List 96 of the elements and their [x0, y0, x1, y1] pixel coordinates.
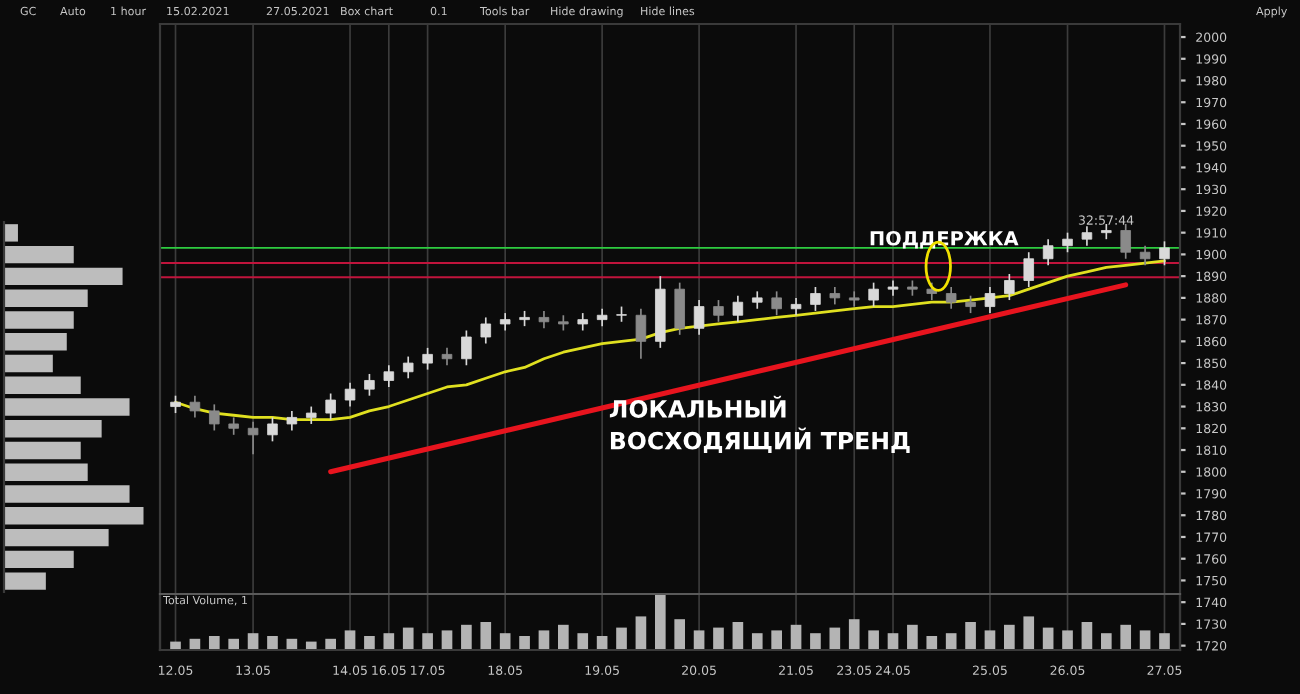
candlestick: [247, 420, 259, 456]
candlestick: [402, 355, 414, 380]
bar: [810, 633, 821, 650]
candlestick: [713, 299, 724, 323]
bar: [4, 463, 88, 481]
bar: [1081, 622, 1093, 650]
bar: [1139, 630, 1151, 650]
bar: [4, 289, 88, 307]
bar: [4, 572, 46, 590]
bar: [577, 633, 589, 650]
bar: [674, 619, 686, 650]
candlestick: [209, 403, 220, 432]
bar: [984, 630, 996, 650]
bar: [868, 630, 879, 650]
bar: [4, 485, 130, 503]
bar: [4, 311, 74, 329]
bar: [208, 636, 220, 650]
candlestick: [480, 316, 492, 345]
candlestick: [810, 286, 821, 312]
bar: [848, 619, 860, 650]
bar: [4, 354, 53, 373]
bar: [538, 630, 550, 650]
candlestick: [1042, 238, 1054, 267]
candlestick: [674, 281, 685, 336]
bar: [383, 633, 395, 650]
candlestick: [1139, 244, 1151, 267]
candlestick: [732, 294, 744, 323]
bar: [422, 633, 433, 650]
bar: [558, 624, 569, 650]
bar: [325, 638, 336, 650]
candlestick: [286, 410, 298, 432]
candlestick: [267, 416, 278, 443]
bar: [1023, 616, 1035, 650]
bar: [4, 245, 74, 264]
bar: [926, 636, 938, 650]
candlestick: [461, 329, 472, 367]
candlestick: [1004, 273, 1015, 301]
candlestick: [422, 347, 433, 371]
bar: [228, 638, 240, 650]
candlestick: [945, 286, 957, 310]
bar: [267, 636, 278, 650]
candlestick: [364, 373, 375, 397]
bar: [441, 630, 453, 650]
bar: [4, 398, 130, 416]
candlestick: [771, 290, 782, 317]
bar: [499, 633, 511, 650]
candlestick: [984, 286, 996, 314]
candlestick: [1081, 225, 1093, 247]
bar: [693, 630, 705, 650]
bar: [4, 507, 144, 525]
bar: [635, 616, 647, 650]
bar: [732, 622, 744, 650]
bar: [461, 624, 472, 650]
bar: [654, 594, 666, 650]
annotation: ЛОКАЛЬНЫЙ ВОСХОДЯЩИЙ ТРЕНД: [609, 395, 910, 453]
bar: [4, 224, 18, 242]
bar: [1120, 624, 1132, 650]
bar: [480, 622, 492, 650]
candlestick: [635, 307, 647, 360]
bar: [1062, 630, 1073, 650]
bar: [907, 624, 918, 650]
bar: [4, 550, 74, 569]
candlestick: [383, 364, 395, 388]
bar: [519, 636, 530, 650]
bar: [4, 376, 81, 394]
candlestick: [1023, 251, 1035, 288]
candlestick: [693, 299, 705, 336]
bar: [771, 630, 782, 650]
candlestick: [868, 281, 879, 308]
bar: [4, 333, 67, 351]
bar: [364, 636, 375, 650]
candlestick: [848, 290, 860, 308]
candlestick: [1159, 240, 1170, 267]
bar: [751, 633, 763, 650]
bar: [829, 627, 841, 650]
bar: [4, 528, 109, 547]
bar: [616, 627, 627, 650]
bar: [713, 627, 724, 650]
bar: [344, 630, 356, 650]
bar: [4, 267, 123, 286]
bar: [1004, 624, 1015, 650]
candlestick: [1120, 223, 1131, 260]
candlestick: [344, 381, 356, 408]
annotation: ПОДДЕРЖКА: [870, 230, 1019, 249]
candlestick: [1101, 223, 1112, 241]
candlestick: [189, 394, 201, 419]
bar: [965, 622, 976, 650]
bar: [4, 420, 102, 438]
candlestick: [325, 392, 336, 421]
candlestick: [1062, 231, 1073, 254]
bar: [1159, 633, 1170, 650]
bar: [402, 627, 414, 650]
bar: [1100, 633, 1112, 650]
bar: [945, 633, 957, 650]
bar: [4, 441, 81, 460]
candlestick: [887, 279, 899, 297]
